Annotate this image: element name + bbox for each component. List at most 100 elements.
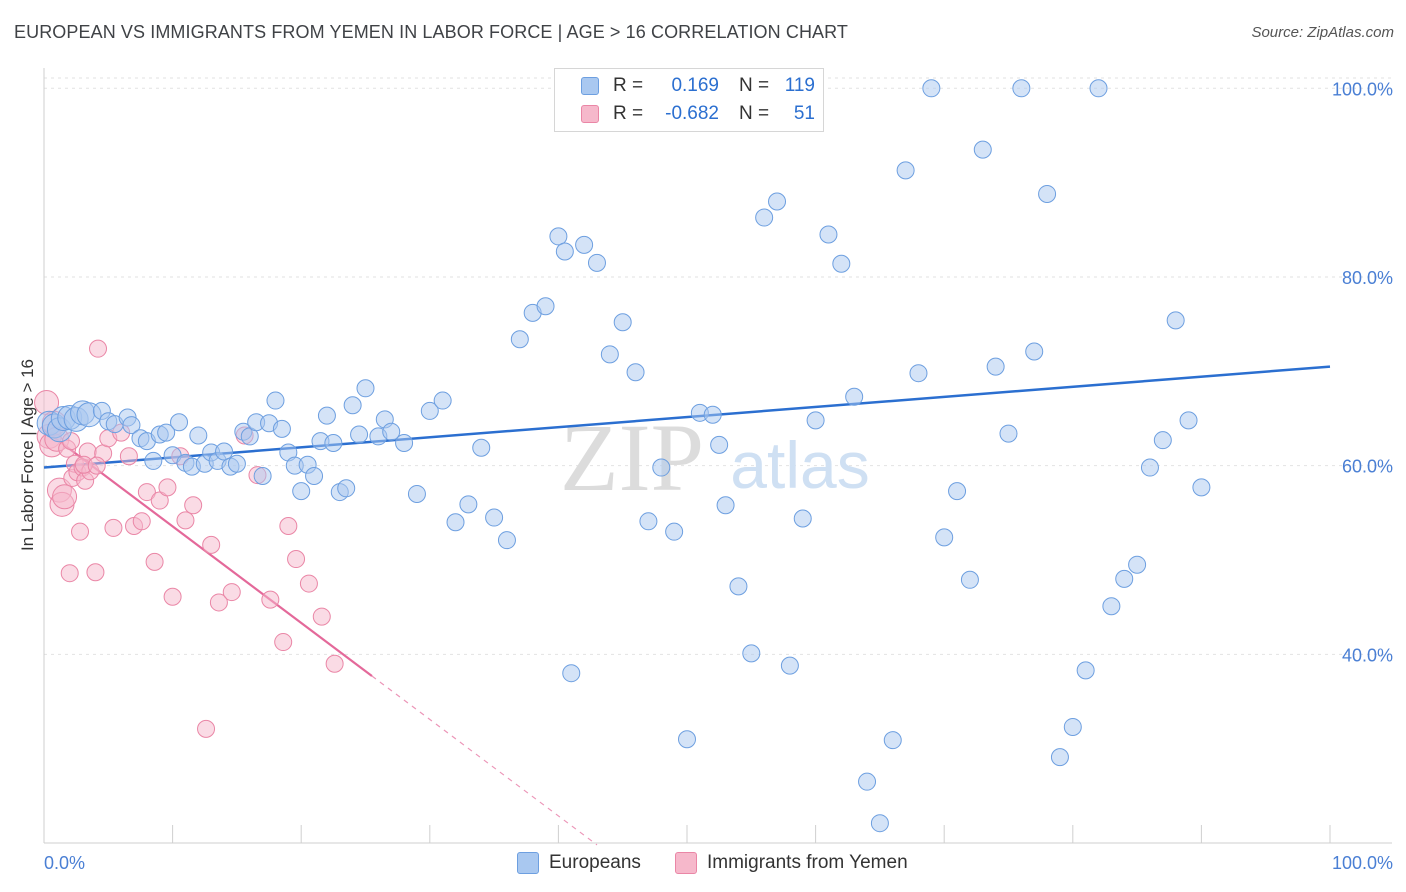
y-tick-label: 80.0% bbox=[1342, 268, 1393, 288]
data-point-europeans bbox=[459, 495, 478, 514]
data-point-europeans bbox=[337, 479, 356, 498]
legend-item-yemen[interactable]: Immigrants from Yemen bbox=[675, 852, 908, 874]
watermark-zip: ZIP bbox=[560, 404, 704, 511]
data-point-yemen bbox=[202, 535, 221, 554]
legend-r-label: R = bbox=[613, 103, 644, 124]
data-point-yemen bbox=[279, 517, 298, 536]
data-point-yemen bbox=[209, 593, 228, 612]
data-point-europeans bbox=[317, 406, 336, 425]
data-point-europeans bbox=[549, 227, 568, 246]
data-point-europeans bbox=[780, 656, 799, 675]
data-point-europeans bbox=[1115, 569, 1134, 588]
data-point-europeans bbox=[485, 508, 504, 527]
legend-label-yemen: Immigrants from Yemen bbox=[707, 852, 908, 873]
data-point-europeans bbox=[382, 422, 401, 441]
data-point-europeans bbox=[189, 426, 208, 445]
data-point-europeans bbox=[665, 522, 684, 541]
data-point-europeans bbox=[793, 509, 812, 528]
data-point-europeans bbox=[755, 208, 774, 227]
data-point-europeans bbox=[973, 140, 992, 159]
data-point-yemen bbox=[87, 456, 106, 475]
tick-labels: 40.0% 60.0% 80.0% 100.0% 0.0% 100.0% bbox=[44, 79, 1393, 873]
legend-n-label: N = bbox=[739, 75, 770, 96]
data-point-europeans bbox=[742, 644, 761, 663]
data-point-europeans bbox=[1076, 661, 1095, 680]
data-point-yemen bbox=[163, 587, 182, 606]
data-point-europeans bbox=[157, 423, 176, 442]
data-point-europeans bbox=[1038, 184, 1057, 203]
data-point-yemen bbox=[274, 633, 293, 652]
data-point-europeans bbox=[858, 772, 877, 791]
data-point-europeans bbox=[1166, 311, 1185, 330]
y-tick-label: 100.0% bbox=[1332, 79, 1393, 99]
data-point-europeans bbox=[999, 424, 1018, 443]
data-point-yemen bbox=[325, 654, 344, 673]
data-point-europeans bbox=[555, 242, 574, 261]
data-point-yemen bbox=[222, 583, 241, 602]
data-point-yemen bbox=[132, 512, 151, 531]
data-point-europeans bbox=[1153, 431, 1172, 450]
data-point-europeans bbox=[909, 364, 928, 383]
data-point-europeans bbox=[446, 513, 465, 532]
watermark: ZIP atlas bbox=[560, 404, 870, 511]
y-tick-label: 40.0% bbox=[1342, 645, 1393, 665]
data-point-yemen bbox=[104, 518, 123, 537]
trendline-europeans bbox=[43, 365, 1331, 469]
data-point-yemen bbox=[89, 339, 108, 358]
legend-row-yemen: R = -0.682 N = 51 bbox=[581, 102, 815, 126]
data-point-europeans bbox=[948, 482, 967, 501]
data-point-europeans bbox=[144, 451, 163, 470]
data-point-europeans bbox=[266, 391, 285, 410]
data-point-europeans bbox=[215, 442, 234, 461]
legend-n-label: N = bbox=[739, 103, 770, 124]
data-point-europeans bbox=[729, 577, 748, 596]
data-point-europeans bbox=[1089, 79, 1108, 98]
data-point-europeans bbox=[407, 484, 426, 503]
x-tick-label: 100.0% bbox=[1332, 853, 1393, 873]
data-point-europeans bbox=[292, 482, 311, 501]
data-point-europeans bbox=[960, 570, 979, 589]
data-point-yemen bbox=[60, 564, 79, 583]
data-point-europeans bbox=[768, 192, 787, 211]
legend-swatch-pink bbox=[581, 105, 599, 123]
data-point-yemen bbox=[145, 552, 164, 571]
data-point-europeans bbox=[510, 330, 529, 349]
data-point-yemen bbox=[261, 590, 280, 609]
series-europeans bbox=[36, 79, 1211, 833]
data-point-europeans bbox=[1128, 555, 1147, 574]
data-point-yemen bbox=[184, 496, 203, 515]
axis-layer bbox=[43, 68, 1392, 844]
data-point-europeans bbox=[356, 379, 375, 398]
data-point-europeans bbox=[613, 313, 632, 332]
data-point-europeans bbox=[227, 454, 246, 473]
data-point-europeans bbox=[626, 363, 645, 382]
data-point-yemen bbox=[52, 484, 78, 510]
data-point-yemen bbox=[158, 478, 177, 497]
data-point-yemen bbox=[197, 719, 216, 738]
data-point-europeans bbox=[395, 434, 414, 453]
data-point-europeans bbox=[433, 391, 452, 410]
watermark-atlas: atlas bbox=[730, 428, 869, 502]
data-point-europeans bbox=[652, 458, 671, 477]
chart-title: EUROPEAN VS IMMIGRANTS FROM YEMEN IN LAB… bbox=[14, 22, 849, 42]
data-point-europeans bbox=[819, 225, 838, 244]
data-point-yemen bbox=[150, 491, 169, 510]
data-point-europeans bbox=[472, 438, 491, 457]
legend-item-europeans[interactable]: Europeans bbox=[517, 852, 641, 874]
legend-swatch-pink bbox=[675, 852, 697, 874]
data-point-europeans bbox=[639, 512, 658, 531]
data-point-yemen bbox=[71, 522, 90, 541]
legend-swatch-blue bbox=[517, 852, 539, 874]
y-tick-label: 60.0% bbox=[1342, 457, 1393, 477]
data-point-europeans bbox=[575, 235, 594, 254]
data-point-europeans bbox=[678, 730, 696, 749]
legend-n-value: 51 bbox=[793, 103, 815, 124]
data-point-europeans bbox=[343, 396, 362, 415]
data-point-europeans bbox=[420, 401, 439, 420]
data-point-europeans bbox=[806, 411, 825, 430]
y-axis-label: In Labor Force | Age > 16 bbox=[18, 358, 37, 552]
data-point-europeans bbox=[1012, 79, 1031, 98]
data-point-yemen bbox=[299, 574, 318, 593]
data-point-europeans bbox=[1063, 717, 1082, 736]
